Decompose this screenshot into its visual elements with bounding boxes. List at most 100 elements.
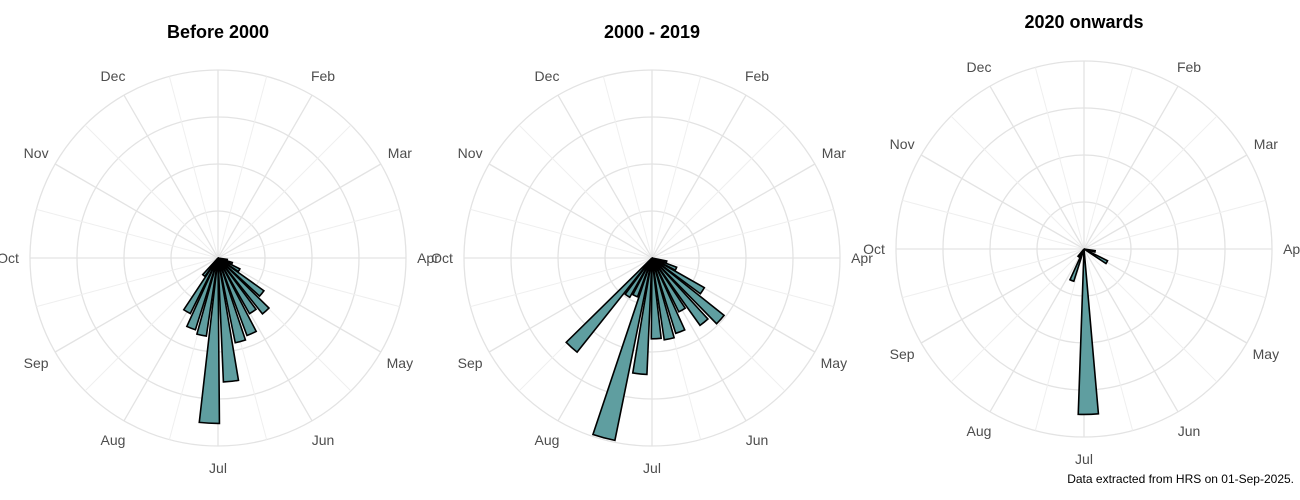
chart-title-before-2000: Before 2000 bbox=[167, 22, 269, 42]
month-label-sep: Sep bbox=[24, 355, 49, 371]
grid-spoke-minor bbox=[217, 76, 268, 259]
month-label-feb: Feb bbox=[1177, 59, 1201, 75]
month-label-aug: Aug bbox=[101, 432, 126, 448]
grid-spoke-aug bbox=[989, 248, 1085, 413]
grid-spoke-minor bbox=[651, 76, 702, 259]
grid-spoke-minor bbox=[1034, 248, 1085, 431]
grid-spoke-minor bbox=[1083, 248, 1218, 383]
month-label-may: May bbox=[821, 355, 847, 371]
month-label-jun: Jun bbox=[1178, 423, 1201, 439]
month-label-apr: Apr bbox=[1283, 241, 1300, 257]
bar-before-2000-8 bbox=[217, 257, 240, 383]
month-label-feb: Feb bbox=[745, 68, 769, 84]
month-label-dec: Dec bbox=[101, 68, 126, 84]
grid-spoke-may bbox=[1083, 248, 1248, 344]
month-label-apr: Apr bbox=[851, 250, 873, 266]
month-label-oct: Oct bbox=[863, 241, 885, 257]
grid-spoke-nov bbox=[920, 154, 1085, 250]
bar-before-2000-9 bbox=[198, 257, 221, 425]
bar-2000-2019-12 bbox=[624, 257, 653, 299]
month-label-mar: Mar bbox=[822, 145, 846, 161]
grid-spoke-mar bbox=[651, 163, 816, 259]
month-label-jul: Jul bbox=[209, 460, 227, 476]
grid-spoke-minor bbox=[217, 208, 400, 259]
grid-spoke-minor bbox=[1083, 115, 1218, 250]
grid-spoke-dec bbox=[123, 94, 219, 259]
grid-spoke-minor bbox=[217, 257, 400, 308]
bar-2000-2019-5 bbox=[651, 257, 687, 313]
grid-spoke-minor bbox=[84, 257, 219, 392]
bar-before-2000-11 bbox=[185, 257, 219, 331]
grid-spoke-dec bbox=[557, 94, 653, 259]
grid-spoke-minor bbox=[651, 124, 786, 259]
month-label-sep: Sep bbox=[458, 355, 483, 371]
month-label-nov: Nov bbox=[24, 145, 49, 161]
grid-spoke-minor bbox=[1083, 248, 1134, 431]
grid-spoke-minor bbox=[1083, 248, 1266, 299]
month-label-oct: Oct bbox=[0, 250, 19, 266]
grid-spoke-dec bbox=[989, 85, 1085, 250]
bar-before-2000-6 bbox=[217, 257, 258, 337]
panel-2020-onwards: 2020 onwards Feb Mar Apr May Jun Jul Aug Sep Oct N… bbox=[863, 12, 1300, 467]
bar-2000-2019-7 bbox=[651, 257, 676, 341]
bar-before-2000-7 bbox=[217, 257, 247, 344]
month-label-feb: Feb bbox=[311, 68, 335, 84]
grid-spoke-minor bbox=[217, 124, 352, 259]
grid-spoke-minor bbox=[470, 257, 653, 308]
bar-2020-onwards-2 bbox=[1077, 248, 1100, 416]
grid-spoke-minor bbox=[902, 199, 1085, 250]
grid-spoke-jun bbox=[1083, 248, 1179, 413]
grid-spoke-minor bbox=[518, 124, 653, 259]
bar-before-2000-3 bbox=[217, 257, 266, 298]
grid-spoke-minor bbox=[1083, 199, 1266, 250]
month-label-dec: Dec bbox=[535, 68, 560, 84]
bar-2000-2019-9 bbox=[631, 257, 653, 376]
grid-spoke-minor bbox=[950, 248, 1085, 383]
month-label-jul: Jul bbox=[1075, 451, 1093, 467]
bar-2000-2019-8 bbox=[650, 257, 663, 340]
month-label-sep: Sep bbox=[890, 346, 915, 362]
grid-spoke-minor bbox=[950, 115, 1085, 250]
grid-spoke-may bbox=[217, 257, 382, 353]
chart-title-2020-onwards: 2020 onwards bbox=[1024, 12, 1143, 32]
grid-spoke-nov bbox=[488, 163, 653, 259]
month-label-nov: Nov bbox=[890, 136, 915, 152]
bar-2000-2019-6 bbox=[651, 257, 686, 335]
panel-before-2000: Before 2000 Feb Mar Apr May Jun Jul Aug Sep Oct No… bbox=[0, 22, 439, 476]
bar-2000-2019-2 bbox=[651, 257, 706, 295]
bar-2020-onwards-3 bbox=[1068, 248, 1085, 283]
month-label-aug: Aug bbox=[967, 423, 992, 439]
grid-spoke-minor bbox=[902, 248, 1085, 299]
grid-spoke-minor bbox=[470, 208, 653, 259]
grid-spoke-minor bbox=[168, 76, 219, 259]
month-label-jul: Jul bbox=[643, 460, 661, 476]
grid-spoke-minor bbox=[1034, 67, 1085, 250]
grid-spoke-minor bbox=[36, 208, 219, 259]
bar-before-2000-10 bbox=[195, 257, 219, 337]
panel-2000-2019: 2000 - 2019 Feb Mar Apr May Jun Jul Aug Sep Oct No… bbox=[431, 22, 873, 476]
bar-2000-2019-3 bbox=[651, 257, 726, 325]
grid-spoke-feb bbox=[217, 94, 313, 259]
bar-2020-onwards-1 bbox=[1083, 248, 1109, 265]
month-label-dec: Dec bbox=[967, 59, 992, 75]
grid-spoke-minor bbox=[602, 76, 653, 259]
month-label-jun: Jun bbox=[312, 432, 335, 448]
bar-before-2000-13 bbox=[201, 257, 219, 278]
grid-spoke-minor bbox=[651, 208, 834, 259]
month-label-mar: Mar bbox=[388, 145, 412, 161]
bar-before-2000-5 bbox=[217, 257, 258, 315]
grid-spoke-feb bbox=[651, 94, 747, 259]
grid-spoke-minor bbox=[1083, 67, 1134, 250]
bar-2000-2019-10 bbox=[591, 257, 653, 442]
bar-before-2000-4 bbox=[217, 257, 271, 316]
data-source-caption: Data extracted from HRS on 01-Sep-2025. bbox=[1067, 472, 1294, 486]
month-label-nov: Nov bbox=[458, 145, 483, 161]
month-label-aug: Aug bbox=[535, 432, 560, 448]
bar-2000-2019-4 bbox=[651, 257, 710, 327]
month-label-may: May bbox=[387, 355, 413, 371]
month-label-apr: Apr bbox=[417, 250, 439, 266]
grid-spoke-nov bbox=[54, 163, 219, 259]
month-label-mar: Mar bbox=[1254, 136, 1278, 152]
chart-title-2000-2019: 2000 - 2019 bbox=[604, 22, 700, 42]
grid-spoke-sep bbox=[54, 257, 219, 353]
